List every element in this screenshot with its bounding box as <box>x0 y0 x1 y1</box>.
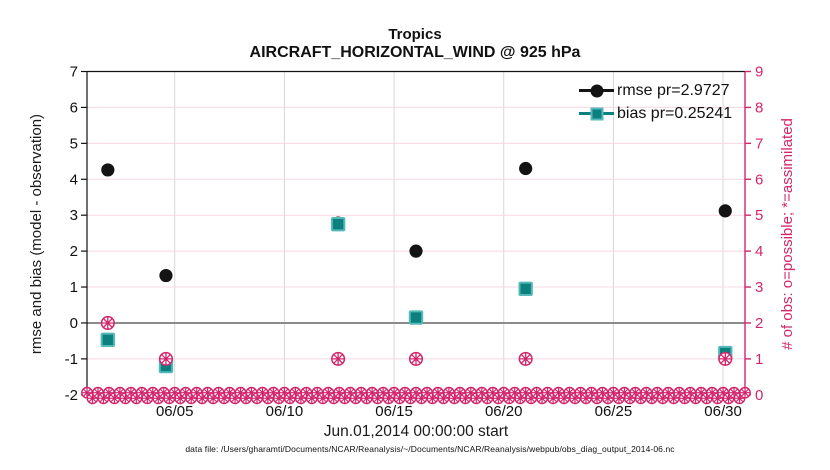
rmse-point <box>159 268 173 283</box>
svg-text:06/30: 06/30 <box>704 403 742 420</box>
obs-assimilated-marker <box>331 352 345 366</box>
svg-text:06/25: 06/25 <box>595 403 633 420</box>
left-axis-ticks: -2 -1 0 1 2 3 4 5 6 7 <box>65 64 87 404</box>
svg-text:1: 1 <box>755 351 763 368</box>
legend: rmse pr=2.9727 bias pr=0.25241 <box>579 79 732 125</box>
data-points <box>100 161 733 374</box>
rmse-point <box>519 161 533 176</box>
svg-text:-2: -2 <box>65 387 78 404</box>
svg-text:2: 2 <box>755 315 763 332</box>
rmse-legend-marker <box>579 83 614 99</box>
obs-assimilated-marker <box>159 352 173 366</box>
legend-label-rmse: rmse pr=2.9727 <box>617 81 730 99</box>
svg-text:1: 1 <box>70 279 78 296</box>
right-axis-ticks: 0 1 2 3 4 5 6 7 8 9 <box>745 64 763 404</box>
obs-assimilated-marker <box>519 352 532 366</box>
chart-subtitle: AIRCRAFT_HORIZONTAL_WIND @ 925 hPa <box>249 44 581 61</box>
svg-text:0: 0 <box>755 387 763 404</box>
svg-text:4: 4 <box>755 243 763 260</box>
rmse-point <box>718 204 732 218</box>
legend-label-bias: bias pr=0.25241 <box>617 104 733 122</box>
obs-assimilated-marker <box>409 352 423 366</box>
svg-text:2: 2 <box>70 243 78 260</box>
x-axis-ticks: 06/05 06/10 06/15 06/20 06/25 06/30 <box>156 394 742 420</box>
bias-point <box>408 310 424 325</box>
legend-item-bias: bias pr=0.25241 <box>579 102 732 125</box>
bias-legend-marker <box>579 106 614 122</box>
rmse-point <box>101 163 115 177</box>
svg-text:3: 3 <box>755 279 763 296</box>
legend-item-rmse: rmse pr=2.9727 <box>579 79 732 102</box>
svg-text:9: 9 <box>755 64 763 81</box>
svg-text:06/10: 06/10 <box>266 403 304 420</box>
chart-title: Tropics <box>388 26 442 43</box>
svg-text:5: 5 <box>755 207 763 224</box>
svg-text:5: 5 <box>70 135 78 152</box>
svg-text:6: 6 <box>755 171 763 188</box>
bias-point <box>330 216 346 232</box>
bias-point <box>100 332 116 348</box>
data-file-annotation: data file: /Users/gharamti/Documents/NCA… <box>185 444 675 454</box>
svg-text:7: 7 <box>70 64 78 81</box>
svg-text:3: 3 <box>70 207 78 224</box>
svg-text:7: 7 <box>755 135 763 152</box>
svg-text:8: 8 <box>755 99 763 116</box>
svg-text:0: 0 <box>70 315 78 332</box>
svg-text:06/15: 06/15 <box>375 403 413 420</box>
svg-text:-1: -1 <box>65 351 78 368</box>
x-axis-label: Jun.01,2014 00:00:00 start <box>323 423 509 440</box>
svg-text:06/20: 06/20 <box>485 403 523 420</box>
bias-point <box>518 281 533 297</box>
svg-text:06/05: 06/05 <box>156 403 194 420</box>
svg-text:6: 6 <box>70 99 78 116</box>
obs-assimilated-marker <box>719 352 732 366</box>
zero-obs-band <box>81 386 751 405</box>
rmse-point <box>409 244 423 258</box>
obs-assimilated-marker <box>101 316 115 330</box>
svg-text:4: 4 <box>70 171 78 188</box>
zero-obs-marker <box>739 386 751 399</box>
